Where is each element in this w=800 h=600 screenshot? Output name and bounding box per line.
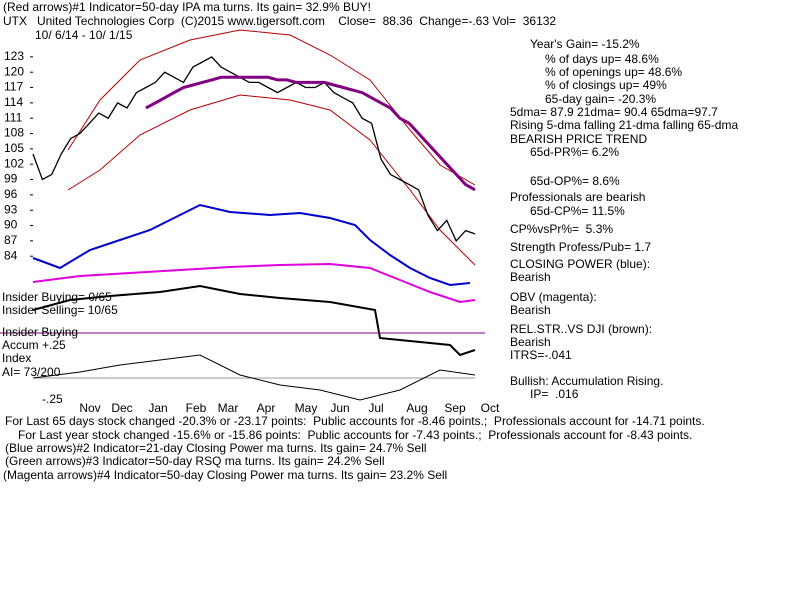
panel-label: Index — [2, 351, 31, 365]
stat-text: BEARISH PRICE TREND — [510, 132, 647, 146]
y-tick-label: 102 — [4, 156, 24, 170]
x-tick-label: Jul — [368, 401, 383, 415]
stat-text: CLOSING POWER (blue): — [510, 257, 650, 271]
stat-text: 65d-OP%= 8.6% — [530, 174, 620, 188]
closing-power — [32, 203, 471, 287]
panel-label: AI= 73/200 — [2, 365, 61, 379]
stat-text: CP%vsPr%= 5.3% — [510, 222, 613, 236]
x-tick-label: Mar — [218, 401, 239, 415]
panel-label: Insider Buying= 0/65 — [2, 290, 112, 304]
accum-index — [32, 354, 476, 401]
stat-text: OBV (magenta): — [510, 290, 597, 304]
stat-text: Strength Profess/Pub= 1.7 — [510, 240, 651, 254]
panel-label: Insider Selling= 10/65 — [2, 303, 118, 317]
stat-text: REL.STR..VS DJI (brown): — [510, 322, 652, 336]
envelope-lower — [67, 94, 476, 266]
stat-text: Bearish — [510, 303, 551, 317]
y-tick-label: 111 — [4, 110, 23, 124]
stat-text: 65-day gain= -20.3% — [545, 92, 656, 106]
x-tick-label: Oct — [481, 401, 500, 415]
stat-text: IP= .016 — [530, 387, 579, 401]
stat-text: Rising 5-dma falling 21-dma falling 65-d… — [510, 118, 738, 132]
x-tick-label: Feb — [186, 401, 207, 415]
footer-text: (Green arrows)#3 Indicator=50-day RSQ ma… — [5, 454, 385, 468]
header-line: UTX United Technologies Corp (C)2015 www… — [3, 14, 556, 28]
stat-text: Year's Gain= -15.2% — [530, 37, 640, 51]
x-tick-label: Jun — [330, 401, 349, 415]
rel-strength — [32, 284, 476, 357]
footer-text: For Last year stock changed -15.6% or -1… — [18, 428, 692, 442]
panel-label: Insider Buying — [2, 325, 78, 339]
x-tick-label: Apr — [257, 401, 276, 415]
panel-label: Accum +.25 — [2, 338, 66, 352]
stat-text: ITRS=-.041 — [510, 348, 572, 362]
y-tick-label: 90 — [4, 218, 18, 232]
stat-text: % of closings up= 49% — [545, 78, 667, 92]
y-tick-label: 117 — [4, 80, 23, 94]
y-tick-label: 84 — [4, 248, 18, 262]
stat-text: Bearish — [510, 270, 551, 284]
y-tick-label: 93 — [4, 202, 18, 216]
series-line — [145, 75, 476, 192]
footer-text: (Magenta arrows)#4 Indicator=50-day Clos… — [3, 468, 447, 482]
stat-text: % of days up= 48.6% — [545, 52, 659, 66]
y-tick-label: 114 — [4, 95, 23, 109]
footer-text: For Last 65 days stock changed -20.3% or… — [5, 414, 705, 428]
x-tick-label: May — [295, 401, 318, 415]
stat-text: 65d-CP%= 11.5% — [530, 204, 625, 218]
obv — [32, 262, 476, 304]
stat-text: 5dma= 87.9 21dma= 90.4 65dma=97.7 — [510, 105, 718, 119]
footer-text: (Blue arrows)#2 Indicator=21-day Closing… — [5, 441, 427, 455]
date-range: 10/ 6/14 - 10/ 1/15 — [35, 28, 133, 42]
x-tick-label: Aug — [406, 401, 427, 415]
stat-text: Bullish: Accumulation Rising. — [510, 374, 663, 388]
series-line — [32, 56, 476, 243]
y-tick-label: 105 — [4, 141, 24, 155]
x-tick-label: Jan — [148, 401, 167, 415]
y-tick-label: 123 — [4, 49, 24, 63]
envelope-upper — [67, 29, 476, 186]
x-tick-label: Dec — [111, 401, 132, 415]
stat-text: Professionals are bearish — [510, 190, 645, 204]
stat-text: Bearish — [510, 335, 551, 349]
stat-text: 65d-PR%= 6.2% — [530, 145, 619, 159]
panel-label: -.25 — [42, 392, 63, 406]
y-tick-label: 99 — [4, 172, 18, 186]
x-tick-label: Nov — [79, 401, 100, 415]
header-line: (Red arrows)#1 Indicator=50-day IPA ma t… — [3, 0, 371, 14]
x-tick-label: Sep — [444, 401, 466, 415]
y-tick-label: 87 — [4, 233, 18, 247]
y-tick-label: 120 — [4, 64, 24, 78]
y-tick-label: 96 — [4, 187, 18, 201]
stat-text: % of openings up= 48.6% — [545, 65, 682, 79]
y-tick-label: 108 — [4, 126, 24, 140]
